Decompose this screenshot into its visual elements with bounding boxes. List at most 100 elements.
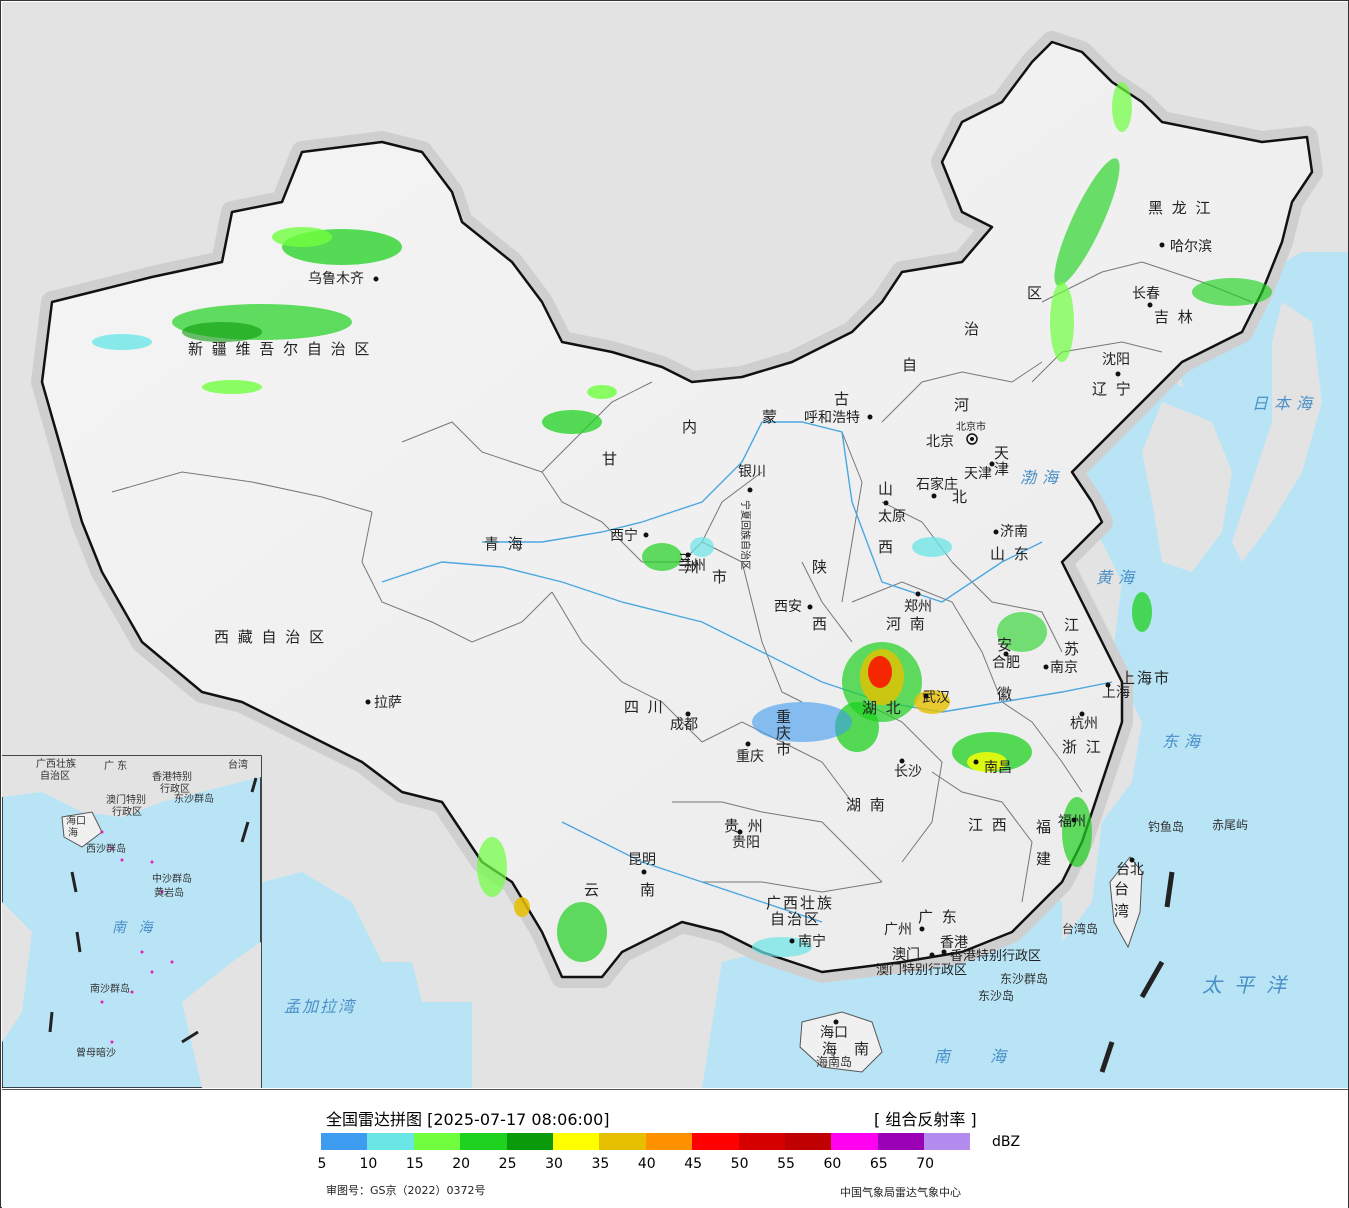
hainan-island — [799, 1011, 883, 1073]
sea-south-label: 南海 — [934, 1047, 1046, 1066]
rivers — [381, 421, 1113, 923]
color-swatch — [599, 1133, 646, 1150]
label-shaan: 陕 — [812, 558, 829, 576]
label-liaoning: 辽 宁 — [1092, 380, 1133, 398]
label-jiangxi: 江 西 — [968, 816, 1009, 834]
label-qu: 区 — [1027, 284, 1044, 302]
island-dongsha-group: 东沙群岛 — [1000, 971, 1048, 986]
label-zhi: 治 — [964, 320, 981, 338]
city-jinan: 济南 — [1000, 524, 1028, 540]
city-nanjing: 南京 — [1050, 660, 1078, 676]
tick-label: 50 — [730, 1156, 749, 1172]
inset-xisha: 西沙群岛 — [86, 842, 126, 855]
label-shan: 山 — [878, 480, 895, 498]
island-labels: 钓鱼岛 赤尾屿 台湾岛 东沙群岛 东沙岛 海南岛 — [816, 818, 1248, 1069]
inset-hai: 海 — [68, 826, 78, 839]
city-nanning: 南宁 — [798, 933, 826, 950]
inset-macau-1: 澳门特别 — [106, 793, 146, 806]
label-guangxi-2: 自治区 — [770, 910, 821, 928]
city-hangzhou: 杭州 — [1070, 716, 1098, 732]
inset-guangdong: 广 东 — [104, 759, 127, 772]
label-meng: 蒙 — [762, 408, 779, 426]
color-swatch — [460, 1133, 507, 1150]
product-type: [ 组合反射率 ] — [874, 1110, 977, 1129]
label-beijingshi: 北京市 — [956, 420, 986, 433]
color-swatch — [645, 1133, 693, 1150]
city-labels: 乌鲁木齐 拉萨 西宁 兰州 银川 呼和浩特 北京 天津 石家庄 太原 济南 郑州… — [308, 239, 1212, 1041]
label-xizang: 西 藏 自 治 区 — [214, 628, 326, 646]
city-guangzhou: 广州 — [884, 922, 912, 938]
tick-label: 15 — [405, 1156, 424, 1172]
sea-bengal — [262, 872, 472, 1088]
city-harbin: 哈尔滨 — [1170, 239, 1212, 255]
label-qinghai: 青 海 — [484, 535, 525, 553]
tick-label: 10 — [359, 1156, 378, 1172]
city-shijiazhuang: 石家庄 — [916, 476, 958, 493]
label-jian: 建 — [1036, 850, 1053, 868]
inset-macau-2: 行政区 — [112, 805, 142, 818]
sea-pacific-label: 太平洋 — [1202, 973, 1298, 997]
label-hunan: 湖 南 — [846, 796, 887, 814]
japan — [1232, 302, 1322, 562]
sea-east — [1012, 372, 1348, 1088]
label-an: 安 — [997, 636, 1014, 654]
city-shenyang: 沈阳 — [1102, 352, 1130, 368]
inset-guangxi-2: 自治区 — [40, 769, 70, 782]
island-chiwei: 赤尾屿 — [1212, 818, 1248, 832]
city-xian: 西安 — [774, 599, 802, 615]
boundary-dashes — [1099, 871, 1175, 1073]
inset-hk-2: 行政区 — [160, 782, 190, 795]
label-su: 苏 — [1064, 640, 1081, 658]
city-xining: 西宁 — [610, 527, 638, 544]
label-xinjiang: 新 疆 维 吾 尔 自 治 区 — [188, 340, 371, 358]
color-swatch — [738, 1133, 785, 1150]
korea-peninsula — [1142, 402, 1232, 572]
inset-dongsha: 东沙群岛 — [174, 792, 214, 805]
sea-labels: 日本海 渤海 黄海 东海 太平洋 南海 孟加拉湾 — [284, 394, 1312, 1066]
units-label: dBZ — [992, 1134, 1021, 1150]
label-macau-sar: 澳门特别行政区 — [876, 962, 967, 978]
city-lanzhou: 兰州 — [678, 558, 706, 574]
legend-title: 全国雷达拼图 [2025-07-17 08:06:00] — [326, 1110, 610, 1129]
radar-echoes — [92, 82, 1272, 962]
inset-nanhai: 南 海 — [112, 920, 156, 936]
label-guangdong: 广 东 — [918, 908, 959, 926]
tick-label: 20 — [452, 1156, 471, 1172]
label-yun: 云 — [584, 881, 601, 899]
label-fu: 福 — [1036, 818, 1053, 836]
label-guizhou: 贵 州 — [724, 817, 765, 835]
inset-huangyan: 黄岩岛 — [154, 886, 184, 899]
label-xi: 西 — [878, 538, 895, 556]
city-hefei: 合肥 — [992, 655, 1020, 671]
color-swatch — [924, 1133, 971, 1150]
inset-hk-1: 香港特别 — [152, 771, 192, 783]
label-hubei: 湖 北 — [862, 699, 903, 717]
city-shanghai: 上海 — [1102, 685, 1130, 701]
color-scale — [321, 1133, 971, 1150]
city-tianjin: 天津 — [964, 466, 992, 482]
city-zhengzhou: 郑州 — [904, 599, 932, 615]
city-hohhot: 呼和浩特 — [804, 410, 860, 426]
sea-bohai-label: 渤海 — [1020, 468, 1064, 487]
label-tai: 台 — [1114, 880, 1131, 898]
color-swatch — [413, 1133, 461, 1150]
credit-label: 中国气象局雷达气象中心 — [840, 1186, 961, 1199]
tick-label: 55 — [777, 1156, 795, 1172]
south-china-sea-inset: 广西壮族 自治区 广 东 香港特别 行政区 澳门特别 行政区 东沙群岛 海口 海… — [2, 755, 262, 1088]
label-jiang: 江 — [1064, 616, 1081, 634]
tick-label: 65 — [869, 1156, 888, 1172]
inset-taiwan: 台湾 — [228, 758, 248, 771]
label-gan: 甘 — [602, 450, 619, 468]
inset-guangxi-1: 广西壮族 — [36, 757, 76, 770]
label-xi2: 西 — [812, 615, 829, 633]
label-shandong: 山 东 — [990, 545, 1031, 563]
city-chengdu: 成都 — [670, 717, 698, 733]
city-nanchang: 南昌 — [984, 760, 1012, 776]
label-jilin: 吉 林 — [1154, 308, 1195, 326]
label-sichuan: 四 川 — [624, 698, 665, 716]
color-swatch — [552, 1133, 600, 1150]
label-jin: 津 — [994, 460, 1011, 478]
city-taiyuan: 太原 — [878, 509, 906, 525]
city-kunming: 昆明 — [628, 852, 656, 868]
